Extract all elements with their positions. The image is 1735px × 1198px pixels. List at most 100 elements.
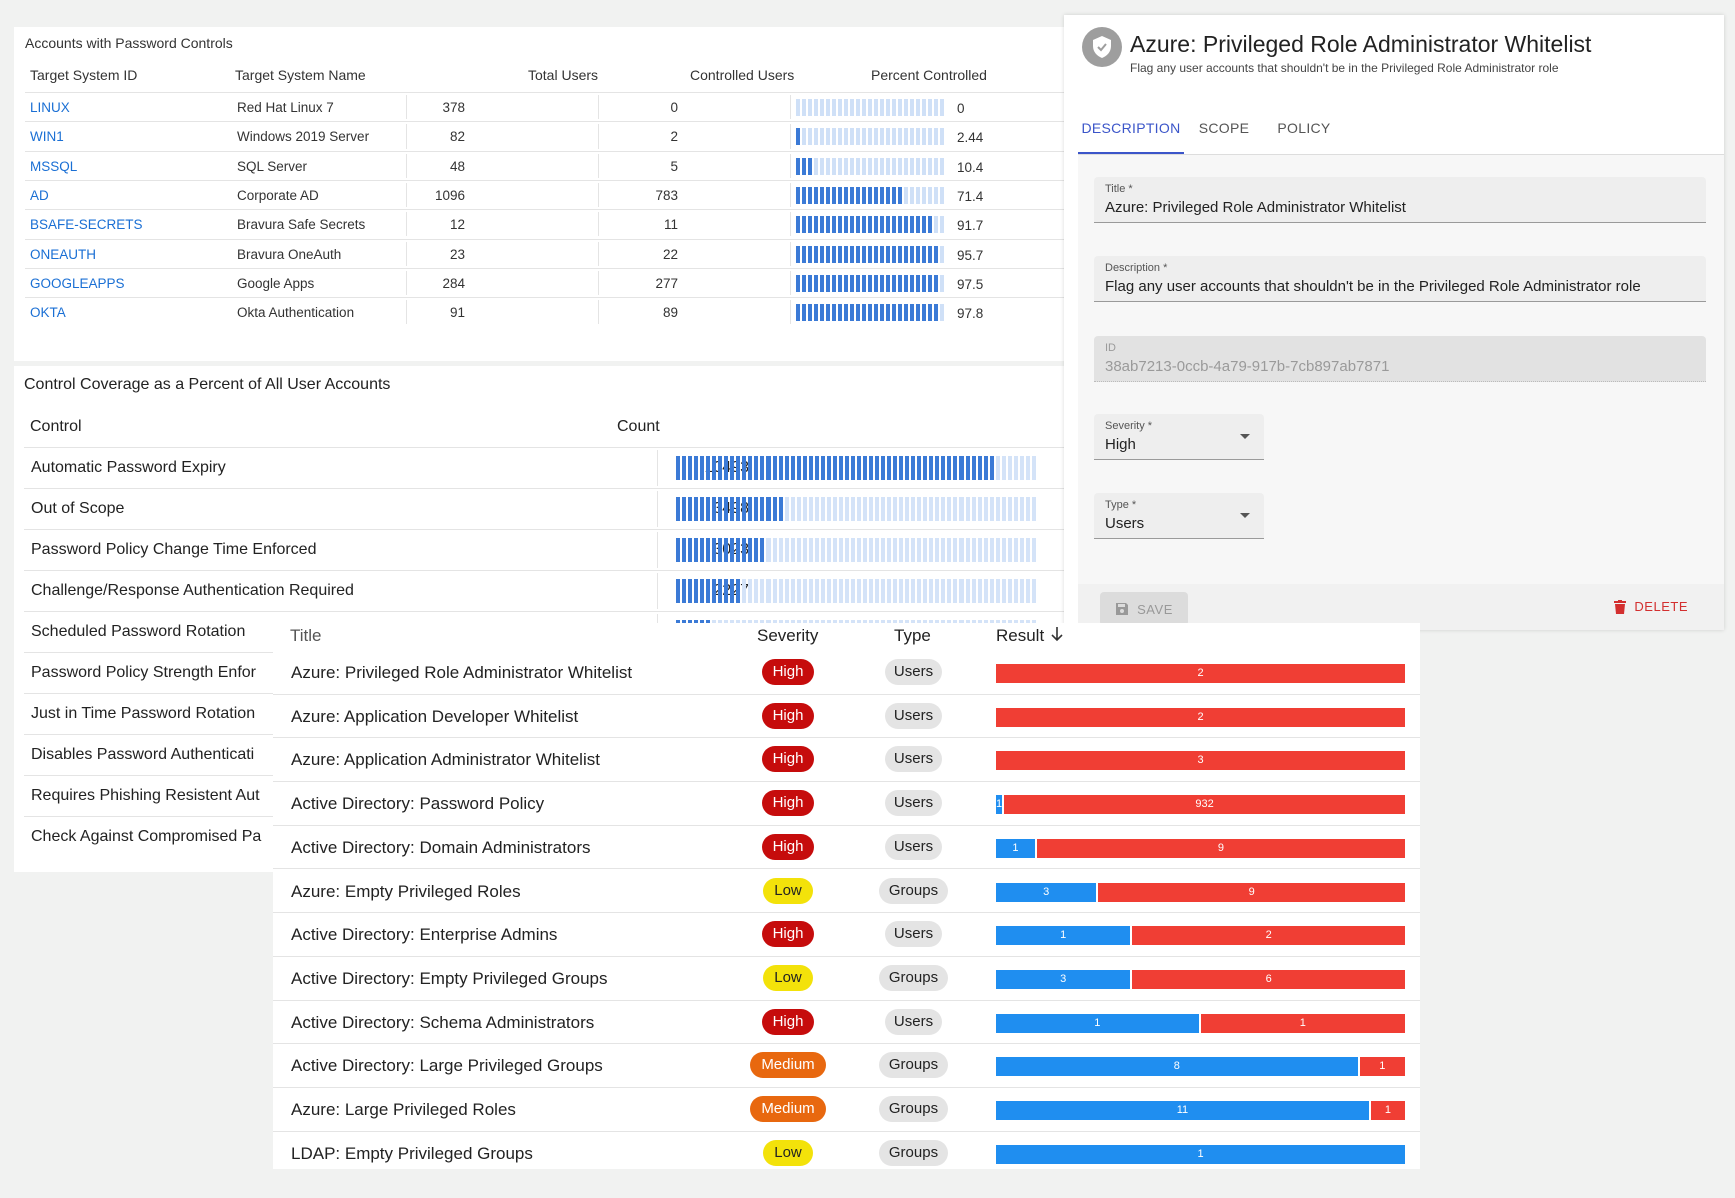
table-row[interactable]: Active Directory: Enterprise Admins High U… [273, 913, 1420, 957]
col-severity[interactable]: Severity [757, 626, 819, 645]
target-system-id-link[interactable]: GOOGLEAPPS [30, 275, 125, 291]
table-row[interactable]: Active Directory: Empty Privileged Group… [273, 957, 1420, 1001]
coverage-bar-segment [766, 538, 771, 562]
rule-title: Azure: Privileged Role Administrator Whi… [291, 663, 633, 682]
coverage-bar-segment [1013, 538, 1018, 562]
coverage-bar-segment [941, 497, 946, 521]
target-system-id-link[interactable]: BSAFE-SECRETS [30, 217, 143, 233]
percent-bar-segment [862, 157, 866, 175]
table-row[interactable]: Active Directory: Schema Administrators H… [273, 1001, 1420, 1045]
severity-badge: High [762, 746, 814, 773]
col-control[interactable]: Control [30, 418, 82, 435]
coverage-bar-segment [706, 456, 711, 480]
percent-controlled: 97.8 [957, 306, 984, 322]
table-row[interactable]: Active Directory: Password Policy High Use… [273, 782, 1420, 826]
coverage-table-header: Control Count [14, 418, 1074, 442]
result-fail-segment: 6 [1132, 969, 1405, 989]
severity-select[interactable]: Severity * High [1094, 414, 1264, 460]
table-row[interactable]: Azure: Application Developer Whitelist Hi… [273, 695, 1420, 739]
type-chip: Users [885, 790, 942, 817]
target-system-id-link[interactable]: AD [30, 187, 49, 203]
coverage-bar-segment [796, 456, 801, 480]
tab-scope[interactable]: SCOPE [1198, 120, 1250, 136]
tab-description[interactable]: DESCRIPTION [1078, 109, 1184, 154]
percent-bar-segment [820, 99, 824, 116]
col-result[interactable]: Result [996, 626, 1045, 645]
percent-bar-segment [796, 216, 800, 234]
percent-bar-segment [880, 216, 884, 234]
percent-bar-segment [892, 157, 896, 175]
col-target-system-name[interactable]: Target System Name [235, 67, 366, 83]
coverage-bar-segment [989, 538, 994, 562]
coverage-bar-segment [1019, 497, 1024, 521]
percent-bar-segment [892, 128, 896, 146]
target-system-id-link[interactable]: MSSQL [30, 158, 78, 174]
coverage-bar-segment [862, 456, 867, 480]
percent-bar-segment [910, 128, 914, 146]
percent-bar-segment [874, 99, 878, 116]
percent-bar-segment [808, 99, 812, 116]
description-field[interactable]: Description * Flag any user accounts tha… [1094, 256, 1706, 302]
coverage-bar-segment [760, 497, 765, 521]
type-chip: Users [885, 746, 942, 773]
rule-title: Active Directory: Schema Administrators [291, 1012, 595, 1032]
col-title[interactable]: Title [290, 626, 322, 645]
coverage-bar-segment [935, 497, 940, 521]
percent-bar-segment [886, 157, 890, 175]
target-system-id-link[interactable]: ONEAUTH [30, 246, 97, 262]
percent-bar-segment [814, 128, 818, 146]
coverage-bar-segment [832, 538, 837, 562]
percent-bar-segment [916, 99, 920, 116]
severity-badge: Medium [750, 1096, 826, 1122]
control-name: Scheduled Password Rotation [31, 623, 246, 640]
table-row[interactable]: Azure: Empty Privileged Roles Low Groups 3 9 [273, 870, 1420, 914]
percent-bar-segment [832, 274, 836, 292]
percent-bar-segment [874, 157, 878, 175]
shield-check-icon [1082, 27, 1122, 67]
target-system-id-link[interactable]: LINUX [30, 100, 70, 115]
percent-bar-segment [814, 245, 818, 263]
table-row[interactable]: Active Directory: Large Privileged Group… [273, 1044, 1420, 1088]
column-divider [598, 241, 599, 266]
coverage-bar-segment [1007, 579, 1012, 603]
percent-bar-segment [814, 157, 818, 175]
table-row[interactable]: Azure: Large Privileged Roles Medium Group… [273, 1088, 1420, 1132]
col-type[interactable]: Type [894, 626, 931, 645]
table-row[interactable]: Azure: Privileged Role Administrator Whi… [273, 651, 1420, 695]
arrow-down-icon[interactable] [1050, 625, 1064, 648]
title-field[interactable]: Title * Azure: Privileged Role Administr… [1094, 177, 1706, 223]
coverage-bar-segment [796, 538, 801, 562]
coverage-bar-segment [959, 497, 964, 521]
coverage-bar-segment [971, 456, 976, 480]
coverage-panel-title: Control Coverage as a Percent of All Use… [24, 376, 391, 393]
dropdown-arrow-icon [1240, 434, 1250, 439]
percent-bar-segment [862, 186, 866, 204]
col-count[interactable]: Count [617, 418, 660, 435]
total-users: 378 [442, 100, 465, 115]
table-row[interactable]: Active Directory: Domain Administrators H… [273, 826, 1420, 870]
coverage-bar-segment [712, 538, 717, 562]
coverage-bar-segment [911, 497, 916, 521]
percent-bar-segment [814, 186, 818, 204]
description-field-value: Flag any user accounts that shouldn't be… [1105, 278, 1641, 295]
target-system-id-link[interactable]: WIN1 [30, 129, 64, 145]
coverage-bar-segment [911, 579, 916, 603]
table-row[interactable]: Azure: Application Administrator Whiteli… [273, 738, 1420, 783]
col-percent-controlled[interactable]: Percent Controlled [871, 67, 987, 83]
coverage-bar-segment [700, 579, 705, 603]
type-select[interactable]: Type * Users [1094, 493, 1264, 539]
coverage-bar-segment [911, 538, 916, 562]
coverage-bar-segment [676, 456, 681, 480]
col-target-system-id[interactable]: Target System ID [30, 67, 138, 83]
target-system-id-link[interactable]: OKTA [30, 305, 66, 321]
coverage-bar-segment [959, 579, 964, 603]
col-controlled-users[interactable]: Controlled Users [690, 67, 795, 83]
coverage-bar-segment [875, 497, 880, 521]
table-row[interactable]: LDAP: Empty Privileged Groups Low Groups 1 [273, 1132, 1420, 1169]
tab-policy[interactable]: POLICY [1277, 120, 1331, 136]
col-total-users[interactable]: Total Users [528, 67, 599, 83]
coverage-bar-segment [1013, 497, 1018, 521]
save-button[interactable]: SAVE [1100, 592, 1188, 626]
delete-button[interactable]: DELETE [1614, 599, 1688, 614]
